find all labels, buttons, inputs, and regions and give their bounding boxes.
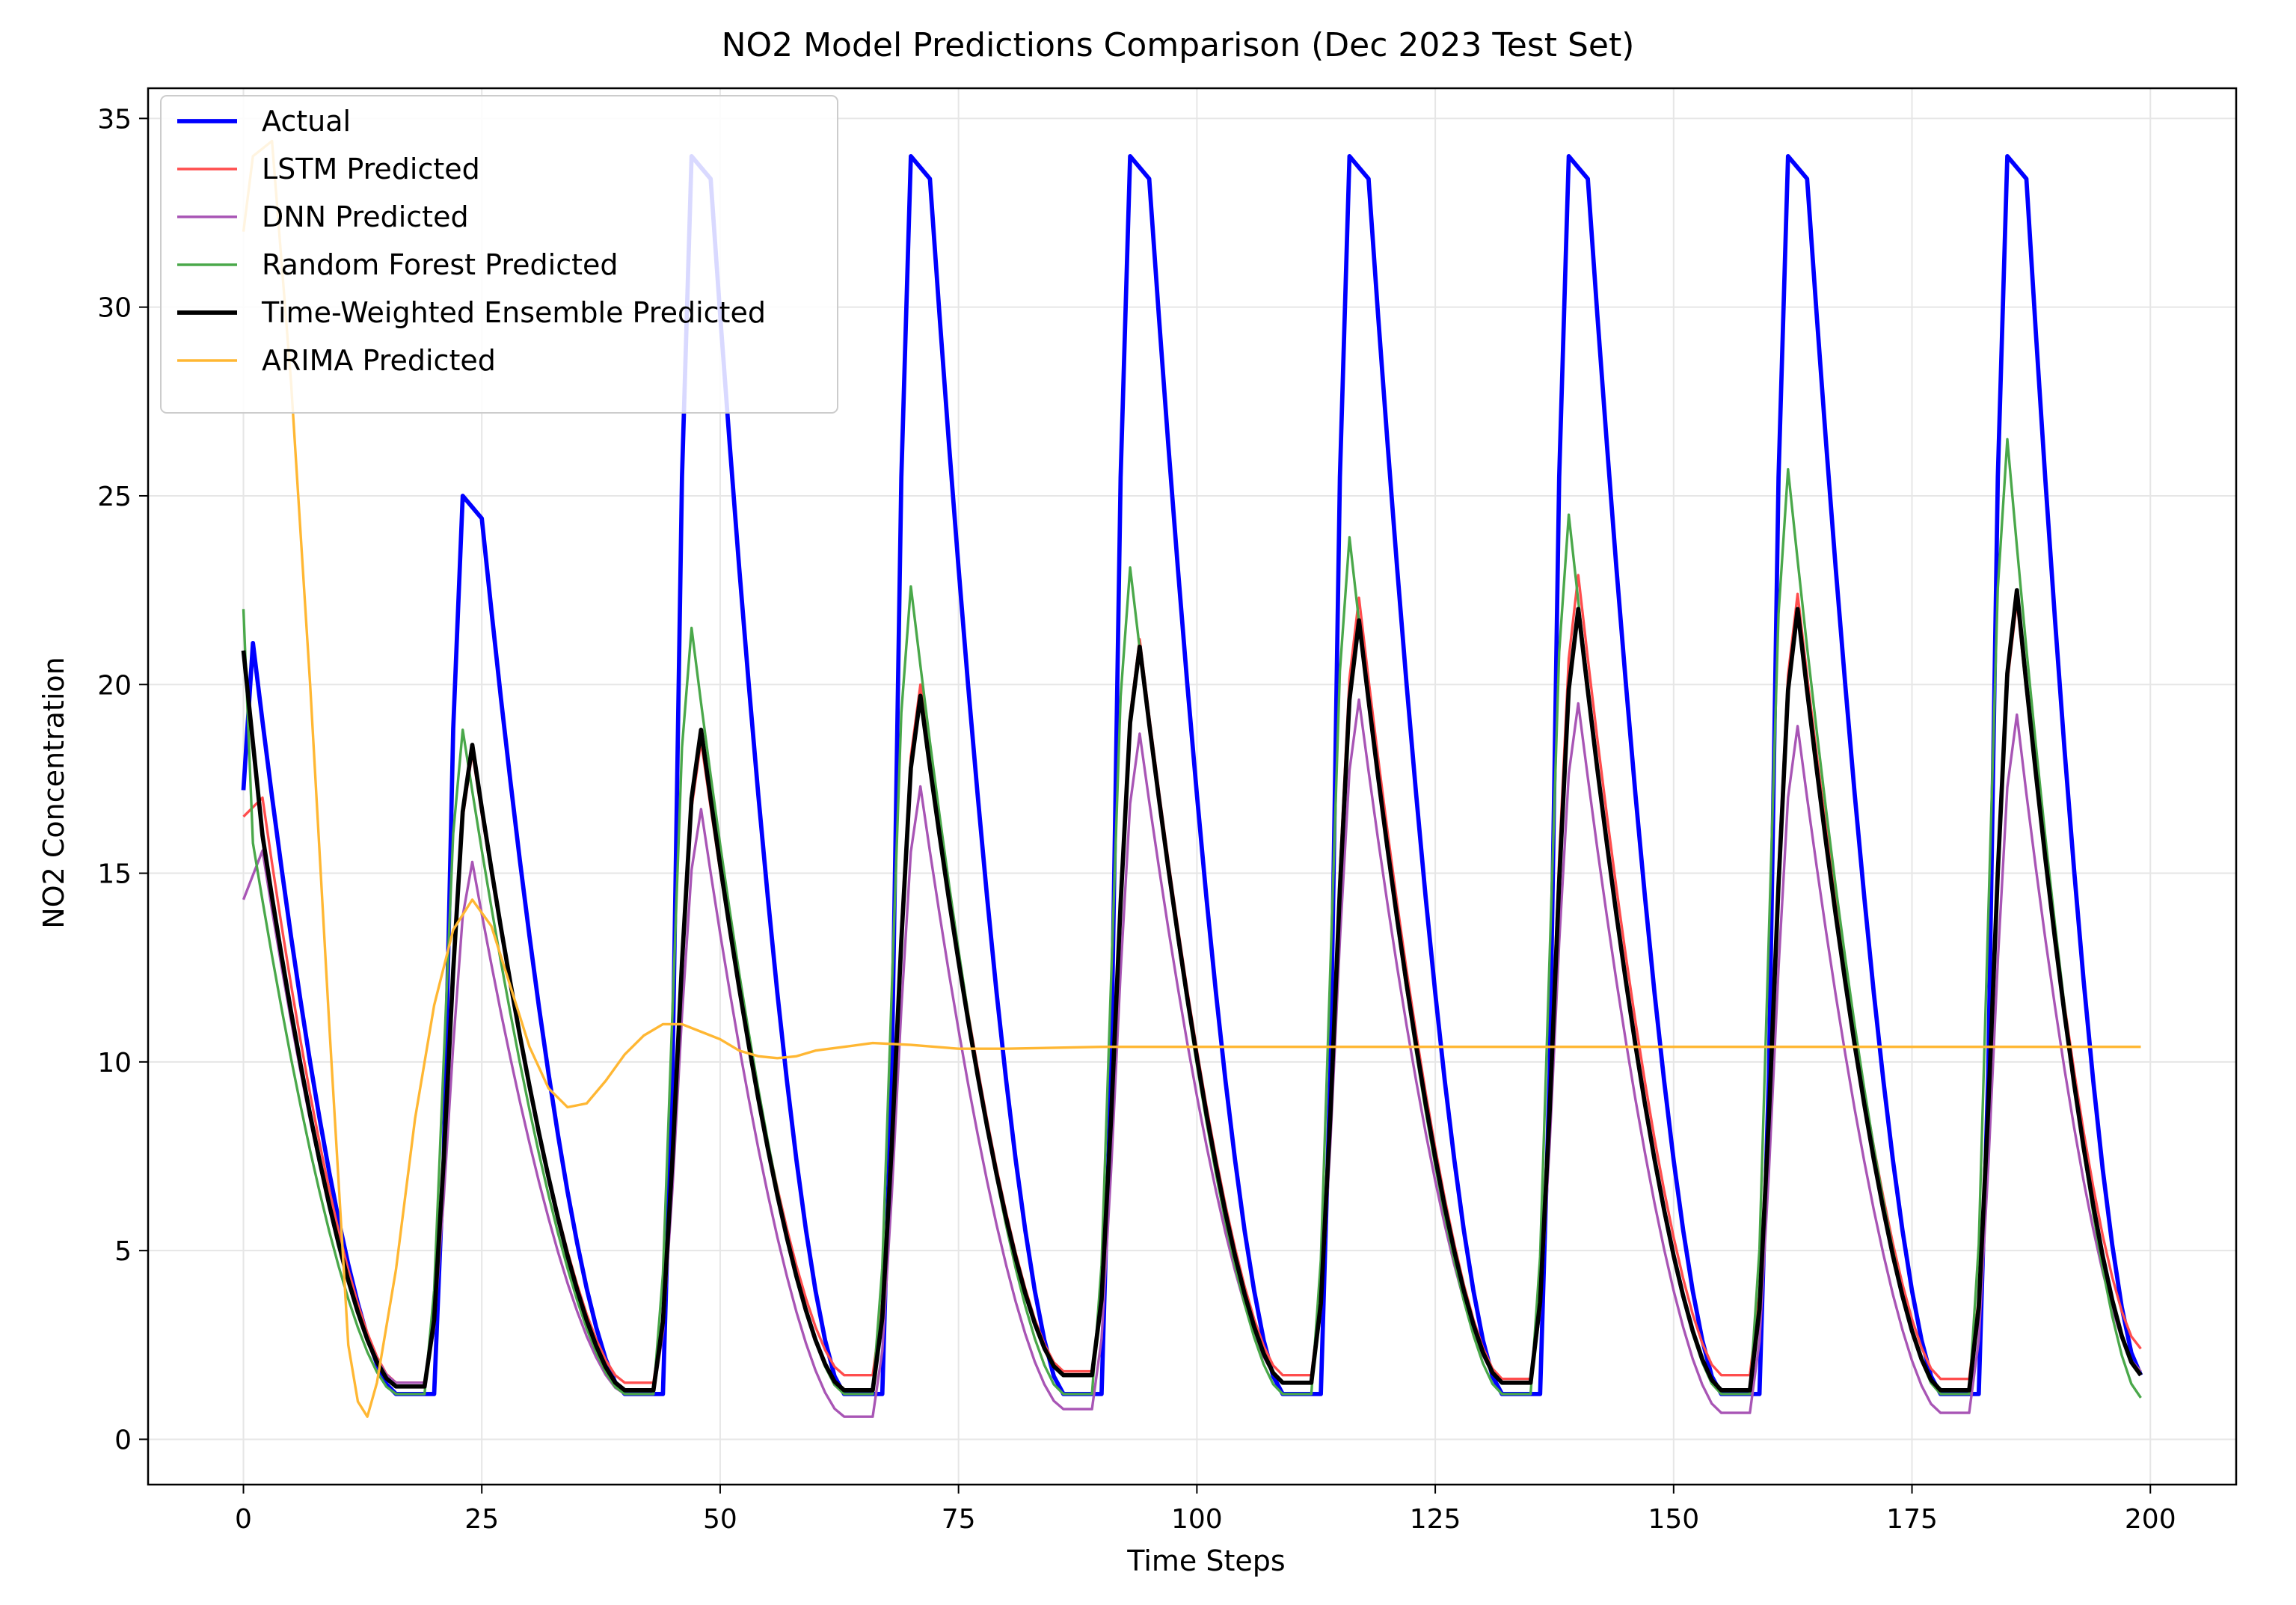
series-line-actual — [241, 153, 2143, 1396]
series-line-time-weighted-ensemble-predicted — [241, 588, 2143, 1393]
plot-frame — [147, 87, 2238, 1486]
legend-label: DNN Predicted — [262, 200, 469, 233]
legend-label: Random Forest Predicted — [262, 248, 618, 281]
series-line-arima-predicted — [242, 139, 2141, 1418]
legend-label: LSTM Predicted — [262, 153, 480, 185]
chart-title: NO2 Model Predictions Comparison (Dec 20… — [722, 26, 1635, 64]
y-axis-ticks: 0 5 10 15 20 25 30 35 — [97, 104, 148, 1455]
x-tick-label: 200 — [2125, 1504, 2176, 1535]
x-tick-label: 125 — [1410, 1504, 1461, 1535]
series-lines — [241, 139, 2143, 1418]
legend: Actual LSTM Predicted DNN Predicted Random … — [160, 95, 838, 414]
legend-box — [160, 95, 838, 414]
series-line-dnn-predicted — [242, 698, 2142, 1418]
y-tick-label: 30 — [97, 293, 132, 324]
x-axis-ticks: 0 25 50 75 100 125 150 175 200 — [235, 1485, 2176, 1535]
y-tick-label: 20 — [97, 670, 132, 701]
y-axis-label: NO2 Concentration — [37, 657, 70, 928]
y-tick-label: 10 — [97, 1048, 132, 1078]
x-tick-label: 75 — [942, 1504, 976, 1535]
x-tick-label: 175 — [1886, 1504, 1938, 1535]
x-tick-label: 0 — [235, 1504, 252, 1535]
legend-label: ARIMA Predicted — [262, 344, 496, 377]
y-tick-label: 35 — [97, 104, 132, 135]
x-tick-label: 150 — [1648, 1504, 1699, 1535]
y-tick-label: 5 — [114, 1236, 132, 1267]
x-tick-label: 25 — [464, 1504, 499, 1535]
legend-label: Actual — [262, 105, 351, 138]
y-tick-label: 0 — [114, 1425, 132, 1455]
x-tick-label: 100 — [1171, 1504, 1223, 1535]
y-tick-label: 25 — [97, 482, 132, 512]
y-tick-label: 15 — [97, 859, 132, 890]
x-axis-label: Time Steps — [1126, 1544, 1285, 1577]
legend-label: Time-Weighted Ensemble Predicted — [261, 296, 766, 329]
x-tick-label: 50 — [703, 1504, 737, 1535]
